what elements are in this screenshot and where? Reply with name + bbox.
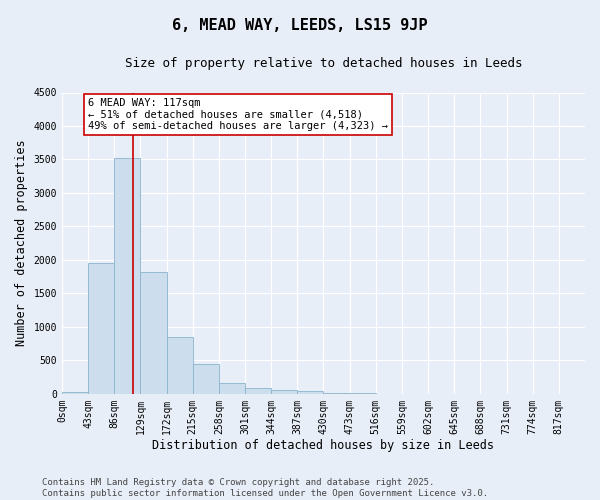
Bar xyxy=(88,264,114,394)
Text: 6 MEAD WAY: 117sqm
← 51% of detached houses are smaller (4,518)
49% of semi-deta: 6 MEAD WAY: 117sqm ← 51% of detached hou… xyxy=(88,98,388,131)
Bar xyxy=(245,388,271,394)
Title: Size of property relative to detached houses in Leeds: Size of property relative to detached ho… xyxy=(125,58,522,70)
Bar xyxy=(219,383,245,394)
Bar xyxy=(323,393,350,394)
X-axis label: Distribution of detached houses by size in Leeds: Distribution of detached houses by size … xyxy=(152,440,494,452)
Bar xyxy=(140,272,167,394)
Text: Contains HM Land Registry data © Crown copyright and database right 2025.
Contai: Contains HM Land Registry data © Crown c… xyxy=(42,478,488,498)
Bar xyxy=(62,392,88,394)
Y-axis label: Number of detached properties: Number of detached properties xyxy=(15,140,28,346)
Bar xyxy=(271,390,298,394)
Bar xyxy=(298,392,323,394)
Bar xyxy=(167,337,193,394)
Bar xyxy=(193,364,219,394)
Text: 6, MEAD WAY, LEEDS, LS15 9JP: 6, MEAD WAY, LEEDS, LS15 9JP xyxy=(172,18,428,32)
Bar xyxy=(114,158,140,394)
